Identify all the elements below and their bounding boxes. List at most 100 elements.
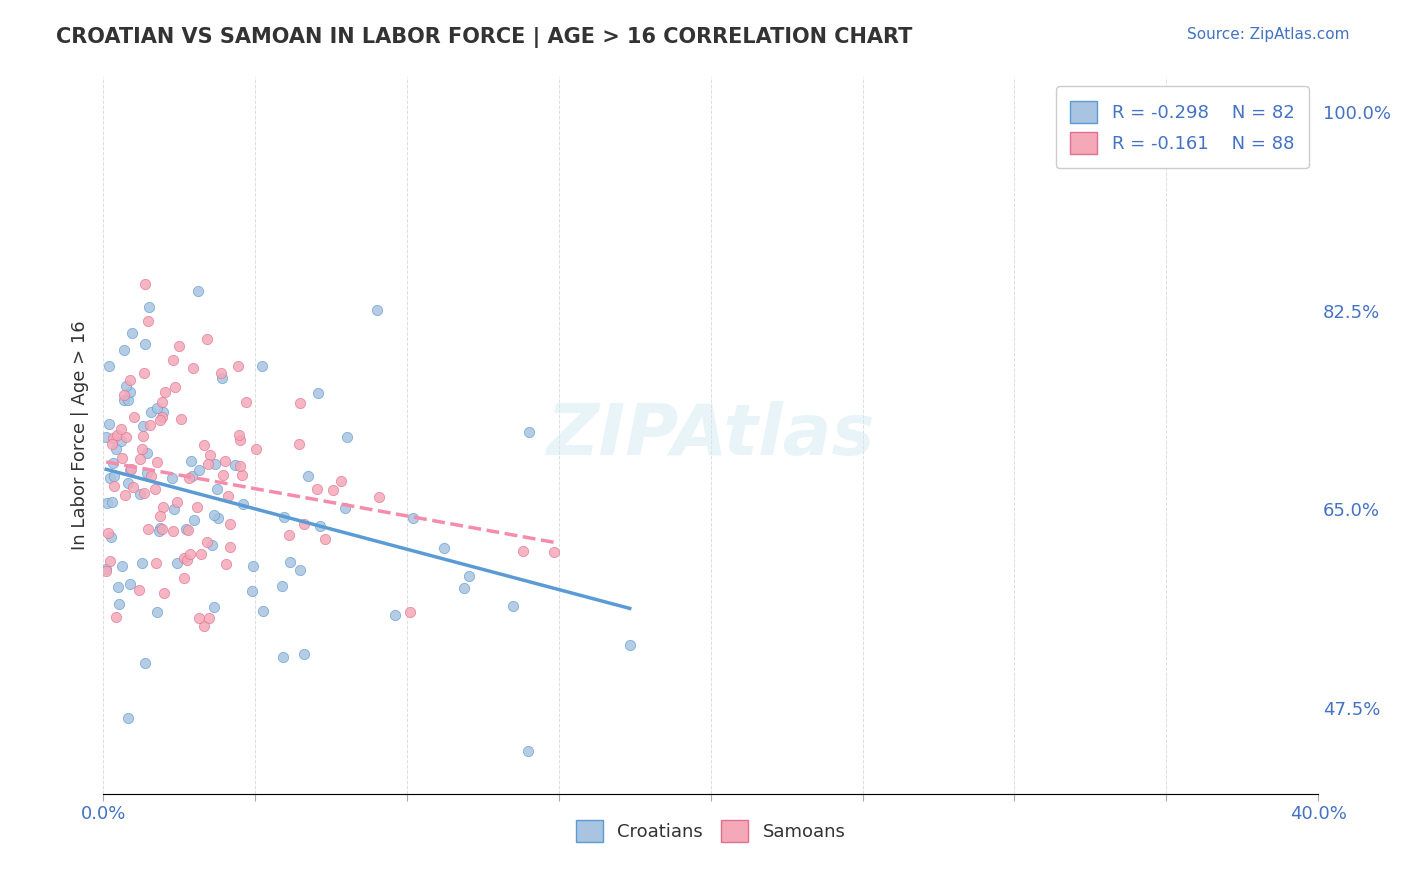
Legend: R = -0.298    N = 82, R = -0.161    N = 88: R = -0.298 N = 82, R = -0.161 N = 88 xyxy=(1056,87,1309,169)
Point xyxy=(134,277,156,291)
Point xyxy=(278,555,301,569)
Point xyxy=(252,604,274,618)
Point xyxy=(110,450,132,465)
Point xyxy=(150,395,173,409)
Point xyxy=(114,488,136,502)
Point xyxy=(188,462,211,476)
Point xyxy=(131,442,153,457)
Point xyxy=(228,428,250,442)
Point xyxy=(502,599,524,613)
Point xyxy=(150,409,173,424)
Point xyxy=(181,468,204,483)
Point xyxy=(166,495,188,509)
Point xyxy=(136,466,159,480)
Point xyxy=(205,482,228,496)
Point xyxy=(162,353,184,368)
Point xyxy=(457,569,479,583)
Point xyxy=(120,373,142,387)
Point xyxy=(271,649,294,664)
Point xyxy=(120,385,142,400)
Point xyxy=(512,544,534,558)
Point xyxy=(190,547,212,561)
Point xyxy=(229,434,252,448)
Point xyxy=(188,611,211,625)
Point xyxy=(336,430,359,444)
Point xyxy=(149,521,172,535)
Point xyxy=(215,557,238,571)
Point xyxy=(149,413,172,427)
Point xyxy=(288,437,311,451)
Point xyxy=(179,547,201,561)
Point xyxy=(150,522,173,536)
Point xyxy=(292,647,315,661)
Point xyxy=(201,538,224,552)
Point xyxy=(134,336,156,351)
Point xyxy=(167,339,190,353)
Point xyxy=(173,571,195,585)
Point xyxy=(177,523,200,537)
Point xyxy=(384,608,406,623)
Point xyxy=(322,483,344,497)
Point xyxy=(149,508,172,523)
Text: ZIPAtlas: ZIPAtlas xyxy=(547,401,875,470)
Point xyxy=(120,461,142,475)
Point xyxy=(128,486,150,500)
Point xyxy=(160,471,183,485)
Point xyxy=(271,579,294,593)
Point xyxy=(132,366,155,380)
Point xyxy=(294,516,316,531)
Point xyxy=(180,454,202,468)
Point xyxy=(333,500,356,515)
Point xyxy=(619,638,641,652)
Point xyxy=(218,517,240,532)
Point xyxy=(231,468,253,483)
Point xyxy=(103,479,125,493)
Point xyxy=(145,605,167,619)
Point xyxy=(165,380,187,394)
Point xyxy=(224,458,246,472)
Point xyxy=(105,609,128,624)
Point xyxy=(138,300,160,314)
Point xyxy=(198,448,221,462)
Point xyxy=(152,586,174,600)
Point xyxy=(273,509,295,524)
Point xyxy=(96,430,118,444)
Point xyxy=(110,558,132,573)
Point xyxy=(202,508,225,522)
Point xyxy=(297,469,319,483)
Point xyxy=(146,455,169,469)
Point xyxy=(195,332,218,346)
Point xyxy=(145,482,167,496)
Point xyxy=(367,491,389,505)
Point xyxy=(115,430,138,444)
Point xyxy=(217,489,239,503)
Point xyxy=(242,558,264,573)
Point xyxy=(314,533,336,547)
Point xyxy=(136,314,159,328)
Point xyxy=(96,495,118,509)
Point xyxy=(198,611,221,625)
Point xyxy=(219,540,242,554)
Point xyxy=(115,379,138,393)
Point xyxy=(232,497,254,511)
Point xyxy=(543,545,565,559)
Point xyxy=(132,429,155,443)
Point xyxy=(98,553,121,567)
Point xyxy=(309,519,332,533)
Y-axis label: In Labor Force | Age > 16: In Labor Force | Age > 16 xyxy=(72,321,89,550)
Point xyxy=(245,442,267,456)
Text: CROATIAN VS SAMOAN IN LABOR FORCE | AGE > 16 CORRELATION CHART: CROATIAN VS SAMOAN IN LABOR FORCE | AGE … xyxy=(56,27,912,48)
Point xyxy=(96,561,118,575)
Point xyxy=(146,401,169,415)
Point xyxy=(101,456,124,470)
Point xyxy=(229,459,252,474)
Point xyxy=(173,551,195,566)
Point xyxy=(186,500,208,514)
Point xyxy=(128,582,150,597)
Point xyxy=(104,442,127,456)
Point xyxy=(307,483,329,497)
Point xyxy=(121,326,143,340)
Point xyxy=(148,524,170,539)
Point xyxy=(207,511,229,525)
Text: Source: ZipAtlas.com: Source: ZipAtlas.com xyxy=(1187,27,1350,42)
